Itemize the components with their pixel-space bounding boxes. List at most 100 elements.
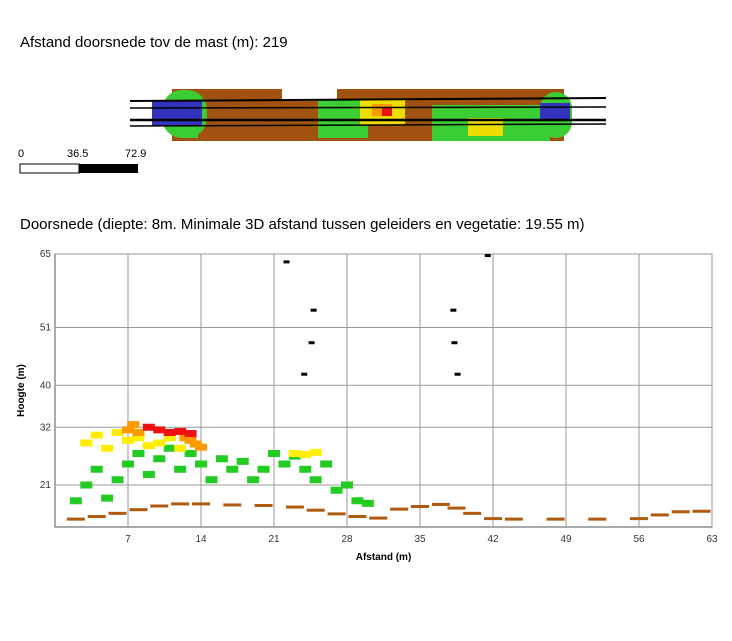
ground-point bbox=[150, 504, 169, 508]
vegetation-high-point bbox=[184, 436, 197, 444]
y-tick-label: 21 bbox=[40, 480, 52, 491]
ground-point bbox=[108, 511, 127, 515]
scale-bar bbox=[19, 163, 138, 174]
vegetation-point bbox=[80, 481, 93, 489]
vegetation-point bbox=[101, 494, 114, 502]
vegetation-high-point bbox=[195, 443, 207, 451]
vegetation-point bbox=[163, 444, 176, 452]
x-tick-label: 35 bbox=[414, 534, 426, 545]
ground-point bbox=[484, 517, 502, 521]
vegetation-point bbox=[205, 476, 218, 484]
ground-point bbox=[546, 517, 565, 521]
ground-point bbox=[671, 510, 690, 514]
vegetation-point bbox=[320, 460, 333, 468]
vegetation-mid-point bbox=[309, 448, 322, 456]
vegetation-mid-point bbox=[80, 439, 93, 447]
ground-point bbox=[463, 511, 482, 515]
scale-label-36-5: 36.5 bbox=[67, 148, 89, 160]
ground-point bbox=[447, 506, 466, 510]
x-tick-label: 63 bbox=[706, 534, 718, 545]
vegetation-top-point bbox=[163, 429, 176, 436]
vegetation-point bbox=[257, 465, 270, 473]
x-tick-label: 14 bbox=[195, 534, 207, 545]
vegetation-mid-point bbox=[90, 431, 103, 439]
ground-point bbox=[692, 509, 711, 513]
ground-point bbox=[87, 515, 106, 518]
vegetation-mid-point bbox=[174, 444, 187, 452]
vegetation-point bbox=[309, 476, 322, 484]
ground-point bbox=[390, 507, 409, 511]
vegetation-top-point bbox=[142, 423, 155, 431]
ground-point bbox=[129, 508, 148, 512]
vegetation-mid-point bbox=[132, 434, 145, 442]
conductor-point bbox=[451, 341, 458, 345]
plan-conductor-4 bbox=[129, 123, 607, 127]
vegetation-point bbox=[142, 471, 155, 478]
ground-point bbox=[192, 502, 210, 506]
vegetation-mid-point bbox=[288, 450, 301, 457]
vegetation-point bbox=[111, 476, 124, 484]
vegetation-top-point bbox=[174, 427, 187, 435]
x-tick-label: 7 bbox=[125, 534, 131, 545]
distance-to-mast-title: Afstand doorsnede tov de mast (m): 219 bbox=[20, 34, 288, 51]
vegetation-point bbox=[90, 465, 103, 473]
plan-gap bbox=[282, 89, 337, 101]
vegetation-top-point bbox=[184, 430, 197, 438]
vegetation-point bbox=[351, 497, 364, 505]
scale-bar-black-segment bbox=[79, 164, 138, 173]
ground-point bbox=[285, 505, 304, 509]
vegetation-point bbox=[153, 455, 166, 463]
vegetation-mid-point bbox=[122, 436, 134, 444]
vegetation-point bbox=[236, 457, 249, 465]
plan-veg-yellow-right bbox=[468, 118, 503, 136]
vegetation-high-point bbox=[122, 426, 134, 434]
cross-section-title: Doorsnede (diepte: 8m. Minimale 3D afsta… bbox=[20, 216, 585, 233]
ground-point bbox=[431, 502, 450, 506]
x-axis-label: Afstand (m) bbox=[356, 552, 412, 563]
ground-point bbox=[66, 517, 85, 521]
ground-point bbox=[588, 517, 607, 521]
conductor-point bbox=[484, 254, 491, 258]
conductor-point bbox=[310, 308, 317, 312]
vegetation-point bbox=[247, 476, 260, 484]
vegetation-point bbox=[278, 460, 291, 468]
ground-point bbox=[411, 505, 429, 509]
ground-point bbox=[348, 515, 367, 518]
plan-view bbox=[19, 89, 607, 174]
vegetation-point bbox=[226, 465, 239, 473]
ground-point bbox=[254, 503, 273, 507]
vegetation-point bbox=[299, 465, 312, 473]
vegetation-point bbox=[132, 450, 145, 457]
conductor-point bbox=[283, 260, 290, 264]
vegetation-point bbox=[361, 499, 374, 507]
ground-point bbox=[630, 517, 648, 521]
ground-point bbox=[171, 502, 190, 506]
y-tick-label: 65 bbox=[40, 249, 52, 260]
vegetation-point bbox=[122, 460, 134, 468]
x-tick-label: 28 bbox=[341, 534, 353, 545]
vegetation-point bbox=[69, 497, 82, 505]
vegetation-mid-point bbox=[111, 429, 124, 436]
ground-point bbox=[306, 508, 325, 512]
vegetation-point bbox=[195, 460, 207, 468]
y-tick-label: 51 bbox=[40, 323, 52, 334]
plot-area bbox=[54, 253, 713, 528]
ground-point bbox=[650, 513, 669, 517]
vegetation-point bbox=[341, 481, 353, 489]
ground-point bbox=[327, 512, 346, 516]
vegetation-point bbox=[330, 486, 343, 494]
ground-point bbox=[223, 503, 242, 507]
vegetation-point bbox=[215, 455, 228, 463]
vegetation-mid-point bbox=[299, 451, 312, 459]
scale-label-72-9: 72.9 bbox=[125, 148, 147, 160]
y-tick-label: 40 bbox=[40, 380, 52, 391]
scale-label-0: 0 bbox=[18, 148, 25, 160]
vegetation-mid-point bbox=[142, 442, 155, 450]
conductor-point bbox=[308, 341, 315, 345]
ground-point bbox=[504, 517, 523, 521]
x-tick-label: 49 bbox=[560, 534, 572, 545]
ground-point bbox=[369, 516, 388, 520]
plan-view-strip bbox=[129, 89, 607, 141]
y-tick-label: 32 bbox=[40, 422, 52, 433]
